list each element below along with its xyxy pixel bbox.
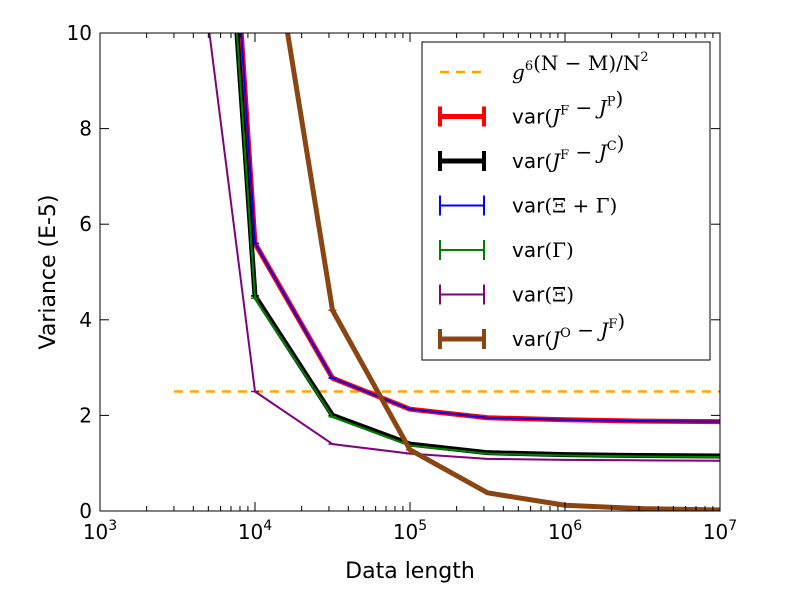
y-tick-label: 8 — [79, 117, 92, 141]
legend-label-0: g6(N − M)/N2 — [512, 50, 649, 84]
series-line — [240, 33, 720, 423]
legend-label-part: (Ξ) — [544, 283, 574, 307]
legend-label-part: var — [512, 149, 545, 173]
legend-label-part: F — [560, 104, 569, 119]
x-tick-exponent: 6 — [573, 518, 582, 534]
legend-label-part: (N − M)/N — [533, 51, 640, 75]
legend-label-part: J — [596, 318, 609, 342]
legend-label-part: ) — [617, 131, 625, 155]
legend-label-part: var — [512, 327, 545, 351]
legend-label-part: 2 — [640, 50, 648, 65]
y-tick-label: 10 — [67, 21, 92, 45]
series-line — [235, 33, 720, 458]
legend-label-part: g — [512, 60, 525, 84]
y-axis-label: Variance (E-5) — [36, 194, 61, 349]
y-tick-label: 2 — [79, 403, 92, 427]
legend-label-part: J — [548, 105, 561, 129]
legend-label-2: var(JF − JC) — [512, 131, 624, 173]
x-tick-exponent: 3 — [108, 518, 117, 534]
legend-label-part: ( — [544, 105, 552, 129]
legend-label-part: J — [548, 327, 561, 351]
x-tick-base: 10 — [548, 520, 573, 544]
x-axis-label: Data length — [345, 559, 475, 584]
x-tick-label: 106 — [548, 518, 582, 544]
x-tick-base: 10 — [238, 520, 263, 544]
legend-label-part: C — [607, 139, 617, 154]
x-tick-base: 10 — [83, 520, 108, 544]
x-tick-label: 107 — [703, 518, 737, 544]
legend-label-part: ( — [544, 327, 552, 351]
legend-label-part: var — [512, 283, 545, 307]
series-line — [208, 33, 720, 462]
legend-label-6: var(JO − JF) — [512, 309, 625, 351]
legend-label-part: var — [512, 105, 545, 129]
x-tick-exponent: 5 — [418, 518, 427, 534]
legend-label-part: ) — [617, 309, 625, 333]
legend-label-part: − — [569, 140, 598, 164]
legend-label-part: − — [569, 96, 598, 120]
legend-label-part: 6 — [525, 59, 533, 74]
legend-label-part: J — [548, 149, 561, 173]
legend-label-part: var — [512, 194, 545, 218]
x-tick-exponent: 4 — [263, 518, 272, 534]
legend-label-part: var — [512, 238, 545, 262]
x-tick-exponent: 7 — [728, 518, 737, 534]
y-tick-label: 6 — [79, 212, 92, 236]
legend-label-3: var(Ξ + Γ) — [512, 194, 617, 218]
legend-label-5: var(Ξ) — [512, 283, 574, 307]
legend-label-part: ) — [615, 87, 623, 111]
legend-label-1: var(JF − JP) — [512, 87, 623, 129]
y-tick-label: 0 — [79, 499, 92, 523]
legend-label-part: F — [560, 148, 569, 163]
legend-label-part: F — [608, 317, 617, 332]
x-tick-base: 10 — [703, 520, 728, 544]
legend-label-4: var(Γ) — [512, 238, 574, 262]
legend-label-part: − — [571, 318, 600, 342]
legend-label-part: (Ξ + Γ) — [544, 194, 617, 218]
y-tick-label: 4 — [79, 308, 92, 332]
legend-label-part: ( — [544, 149, 552, 173]
legend-label-part: O — [560, 326, 571, 341]
legend-label-part: P — [607, 95, 616, 110]
x-tick-label: 105 — [393, 518, 427, 544]
series-layer — [173, 33, 720, 511]
x-tick-label: 104 — [238, 518, 272, 544]
legend-label-part: (Γ) — [544, 238, 573, 262]
x-tick-base: 10 — [393, 520, 418, 544]
x-tick-label: 103 — [83, 518, 117, 544]
legend-box — [421, 41, 711, 361]
legend-label-part: J — [595, 96, 608, 120]
legend-label-part: J — [595, 140, 608, 164]
